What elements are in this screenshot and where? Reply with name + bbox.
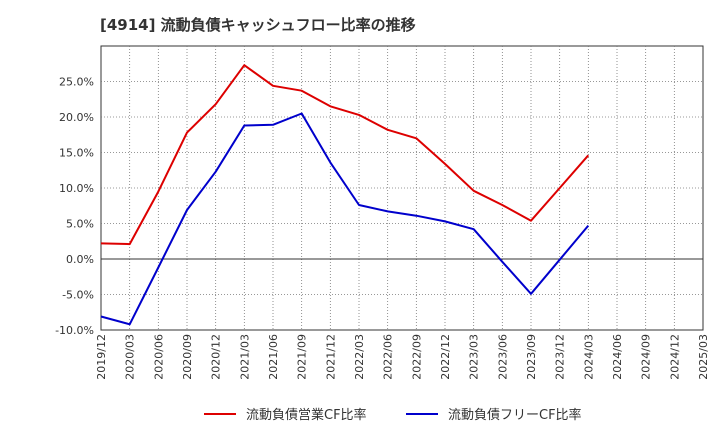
y-tick-label: -10.0% [55, 324, 94, 337]
legend-swatch-blue [406, 412, 438, 415]
x-tick-label: 2022/06 [382, 334, 395, 380]
x-tick-label: 2019/12 [95, 334, 108, 380]
x-tick-label: 2023/06 [496, 334, 509, 380]
x-axis-tick-labels: 2019/12 2020/03 2020/06 2020/09 2020/12 2021/… [95, 334, 710, 380]
y-tick-label: 15.0% [59, 147, 94, 160]
x-tick-label: 2022/03 [353, 334, 366, 380]
x-tick-label: 2021/09 [296, 334, 309, 380]
series-line-1 [100, 112, 590, 326]
y-tick-label: 0.0% [66, 253, 94, 266]
legend-label: 流動負債営業CF比率 [246, 408, 367, 423]
x-tick-label: 2024/12 [668, 334, 681, 380]
y-tick-label: 10.0% [59, 182, 94, 195]
y-axis-tick-labels: 25.0% 20.0% 15.0% 10.0% 5.0% 0.0% -5.0% -10.0% [55, 76, 94, 338]
x-tick-label: 2024/09 [640, 334, 653, 380]
legend-swatch-red [204, 412, 236, 415]
x-tick-label: 2022/09 [410, 334, 423, 380]
series-lines [100, 64, 590, 326]
x-tick-label: 2024/03 [582, 334, 595, 380]
x-tick-label: 2023/12 [554, 334, 567, 380]
x-tick-label: 2024/06 [611, 334, 624, 380]
legend: 流動負債営業CF比率 流動負債フリーCF比率 [0, 404, 720, 426]
x-tick-label: 2020/12 [210, 334, 223, 380]
x-tick-label: 2023/09 [525, 334, 538, 380]
y-tick-label: 5.0% [66, 218, 94, 231]
chart-title: [4914] 流動負債キャッシュフロー比率の推移 [100, 16, 416, 34]
x-tick-label: 2025/03 [697, 334, 710, 380]
horizontal-gridlines [101, 81, 703, 295]
y-tick-label: 20.0% [59, 111, 94, 124]
x-tick-label: 2020/06 [152, 334, 165, 380]
series-line-0 [100, 64, 590, 246]
x-tick-label: 2020/09 [181, 334, 194, 380]
x-tick-label: 2021/06 [267, 334, 280, 380]
x-tick-label: 2021/12 [324, 334, 337, 380]
x-tick-label: 2020/03 [124, 334, 137, 380]
legend-item-operating-cf: 流動負債営業CF比率 [204, 404, 367, 423]
legend-item-free-cf: 流動負債フリーCF比率 [406, 404, 582, 423]
y-tick-label: 25.0% [59, 76, 94, 89]
x-tick-label: 2021/03 [238, 334, 251, 380]
x-tick-label: 2022/12 [439, 334, 452, 380]
legend-label: 流動負債フリーCF比率 [448, 408, 582, 423]
x-tick-label: 2023/03 [468, 334, 481, 380]
y-tick-label: -5.0% [62, 289, 94, 302]
